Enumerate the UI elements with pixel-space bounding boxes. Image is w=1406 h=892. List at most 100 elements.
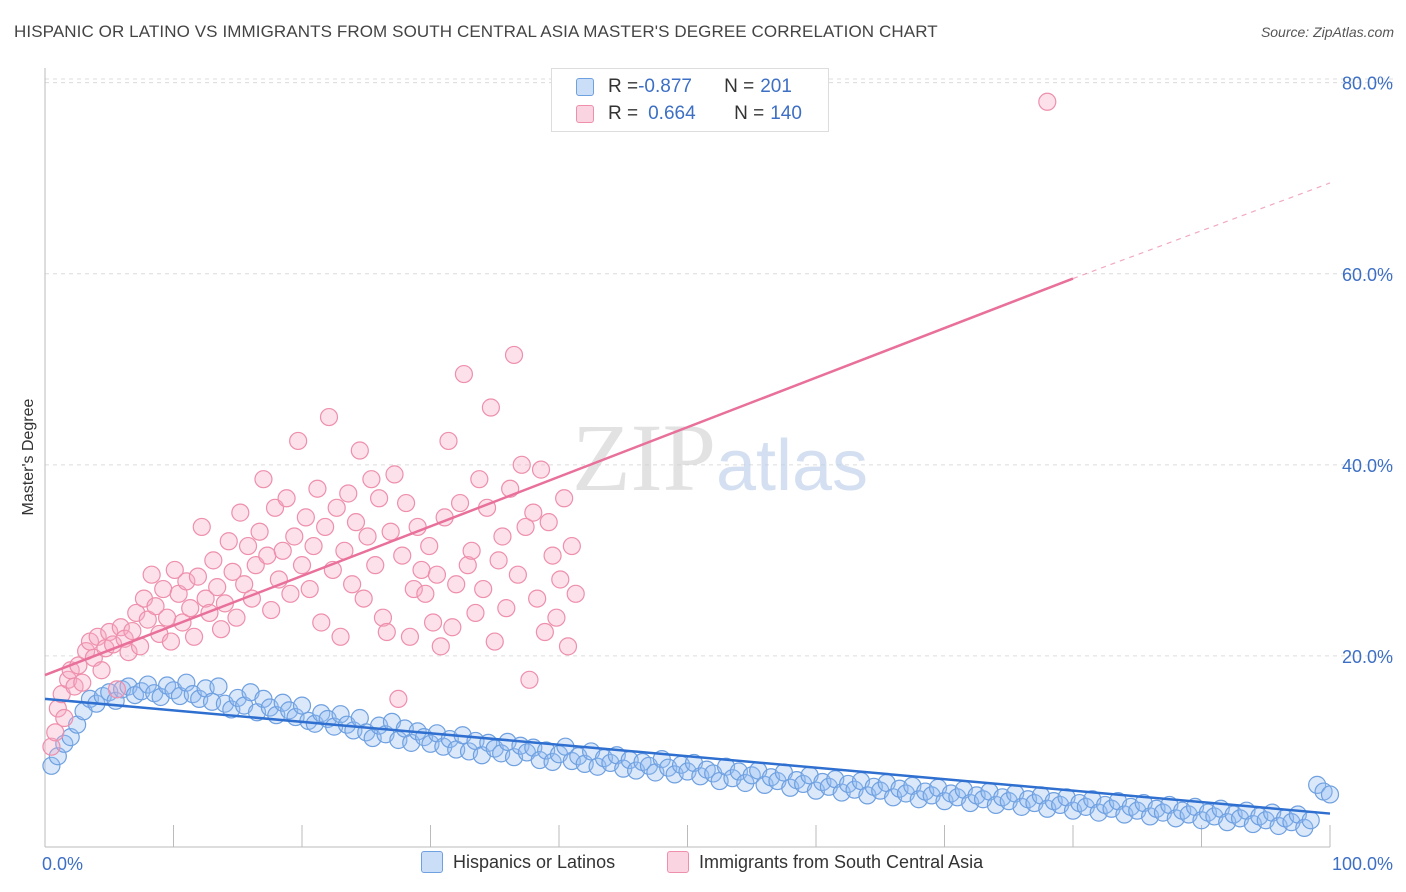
point-asia (354, 589, 373, 608)
point-asia (138, 610, 157, 629)
point-asia (508, 565, 527, 584)
point-asia (238, 536, 258, 556)
point-asia (558, 637, 578, 656)
point-asia (46, 723, 65, 742)
point-asia (400, 627, 420, 646)
point-asia (462, 541, 481, 560)
point-asia (1038, 92, 1057, 111)
point-asia (211, 620, 231, 639)
point-asia (73, 673, 92, 692)
point-asia (539, 513, 558, 532)
grid-lines (45, 78, 1395, 657)
point-asia (443, 618, 462, 637)
point-asia (489, 551, 508, 570)
point-asia (373, 608, 393, 627)
point-asia (165, 560, 184, 580)
point-asia (219, 532, 238, 551)
point-asia (350, 441, 369, 460)
y-axis-label: Master's Degree (20, 398, 37, 515)
chart-title: HISPANIC OR LATINO VS IMMIGRANTS FROM SO… (14, 22, 938, 41)
point-asia (439, 431, 458, 451)
legend-swatch-pink (667, 851, 689, 873)
r-label: R = (608, 76, 639, 97)
point-asia (304, 536, 323, 556)
point-asia (92, 661, 111, 680)
point-asia (474, 579, 493, 599)
n-value: 140 (770, 103, 802, 124)
point-hispanic (1320, 785, 1340, 804)
legend-label: Hispanics or Latinos (453, 851, 616, 872)
point-asia (562, 536, 581, 556)
legend-row-hispanic: R = -0.877 N = 201 (576, 76, 792, 98)
point-asia (547, 608, 566, 627)
point-asia (528, 589, 547, 608)
trend-line-asia (44, 277, 1074, 677)
point-asia (296, 508, 315, 527)
point-hispanic (177, 673, 196, 692)
data-points (42, 92, 1340, 837)
point-asia (493, 527, 512, 546)
point-asia (520, 670, 539, 689)
point-asia (416, 584, 435, 603)
point-asia (531, 460, 551, 479)
point-asia (485, 632, 504, 651)
point-asia (524, 503, 543, 522)
point-asia (412, 560, 431, 580)
point-asia (292, 556, 312, 575)
point-asia (208, 578, 227, 597)
point-asia (316, 517, 335, 537)
legend-label: Immigrants from South Central Asia (699, 851, 984, 872)
point-hispanic (1301, 811, 1320, 830)
point-asia (331, 627, 350, 646)
point-asia (431, 637, 450, 656)
point-asia (231, 503, 250, 522)
point-asia (346, 513, 366, 532)
point-asia (273, 541, 292, 560)
watermark: ZIPatlas (572, 404, 868, 511)
legend-row-asia: R = 0.664 N = 140 (576, 103, 802, 125)
point-asia (404, 579, 423, 599)
point-asia (312, 613, 331, 632)
point-asia (250, 522, 269, 541)
axes (44, 68, 1331, 848)
point-asia (55, 708, 74, 728)
point-asia (377, 622, 396, 642)
point-asia (235, 575, 254, 594)
trend-lines (44, 182, 1331, 815)
r-label: R = (608, 103, 639, 124)
correlation-legend: R = -0.877 N = 201 R = 0.664 N = 140 (551, 68, 829, 132)
point-asia (512, 455, 531, 474)
point-asia (555, 489, 574, 508)
point-asia (300, 579, 319, 599)
point-hispanic (331, 705, 350, 724)
point-asia (42, 737, 61, 756)
point-asia (184, 627, 204, 646)
point-asia (281, 584, 300, 603)
point-asia (157, 608, 177, 627)
point-hispanic (209, 677, 228, 696)
point-asia (370, 489, 389, 508)
r-value: 0.664 (648, 103, 696, 124)
point-asia (458, 556, 477, 575)
n-label: N = (734, 103, 765, 124)
n-label: N = (724, 76, 755, 97)
r-value: -0.877 (638, 76, 692, 97)
point-asia (254, 470, 273, 489)
point-asia (142, 565, 161, 584)
point-asia (389, 689, 408, 709)
n-value: 201 (760, 76, 792, 97)
x-tick-label: 100.0% (1332, 854, 1393, 874)
point-asia (177, 572, 196, 591)
trend-line-asia-extension (1072, 182, 1331, 280)
point-asia (450, 493, 470, 513)
legend-swatch-blue (421, 851, 443, 873)
point-asia (366, 556, 385, 575)
legend-item-hispanic: Hispanics or Latinos (421, 851, 615, 873)
point-asia (551, 570, 570, 589)
point-hispanic (292, 696, 312, 715)
source-label: Source: ZipAtlas.com (1260, 24, 1394, 40)
point-asia (181, 599, 200, 618)
point-asia (566, 584, 585, 603)
point-asia (543, 546, 562, 565)
